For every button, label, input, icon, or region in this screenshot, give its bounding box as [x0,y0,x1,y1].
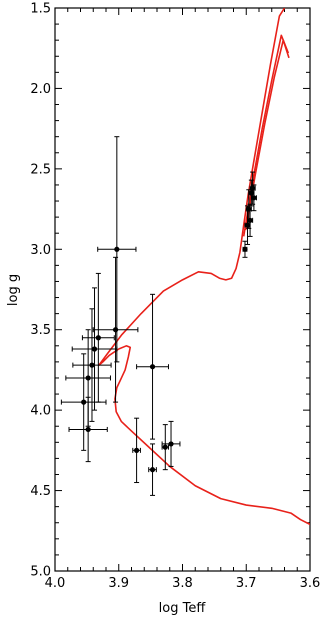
data-point [242,246,248,252]
data-point [95,335,101,341]
data-point [246,206,252,212]
data-point-group [92,256,139,403]
evolution-track-line [98,8,310,526]
x-tick-label: 3.7 [236,576,257,591]
y-axis-title: log g [6,274,21,306]
x-axis-title: log Teff [159,601,207,616]
data-point [251,195,257,201]
data-point-group [72,308,112,422]
data-point-group [81,272,115,403]
data-point [89,362,95,368]
data-point-group [71,287,118,411]
data-point [247,217,253,223]
y-tick-label: 2.0 [30,82,51,97]
y-tick-label: 1.5 [30,2,51,17]
data-point [162,444,168,450]
evolution-tracks [98,8,310,526]
y-tick-label: 3.0 [30,243,51,258]
x-tick-label: 4.0 [45,576,66,591]
data-point [114,246,120,252]
data-point [81,399,87,405]
data-point [85,375,91,381]
data-point [112,327,119,333]
data-point [244,222,251,228]
data-point-group [250,184,257,212]
data-point [134,447,140,453]
evolution-track-line [244,39,290,231]
data-point-group [242,240,248,258]
data-point [149,364,156,370]
axis-ticks: 4.0 3.9 3.8 3.7 3.6 1.5 2.0 2.5 3.0 3.5 4.0 4.5 5.0 [30,2,320,592]
x-tick-label: 3.9 [108,576,129,591]
data-point [149,467,156,473]
data-point-group [161,420,181,467]
data-point-group [136,293,169,440]
data-point [250,185,256,191]
data-point-group [68,396,108,463]
data-point-group [60,353,107,451]
data-point-group [247,203,254,237]
data-point-group [161,424,169,471]
y-tick-label: 4.0 [30,404,51,419]
x-tick-label: 3.6 [300,576,321,591]
data-point-group [148,443,157,496]
data-point-group [132,417,141,484]
x-tick-label: 3.8 [172,576,193,591]
y-tick-label: 4.5 [30,484,51,499]
data-points [60,136,257,496]
data-point [248,190,254,196]
data-point [168,441,174,447]
y-tick-label: 3.5 [30,323,51,338]
data-point [91,346,98,352]
y-tick-label: 2.5 [30,162,51,177]
y-tick-label: 5.0 [30,565,51,580]
data-point [85,426,91,433]
